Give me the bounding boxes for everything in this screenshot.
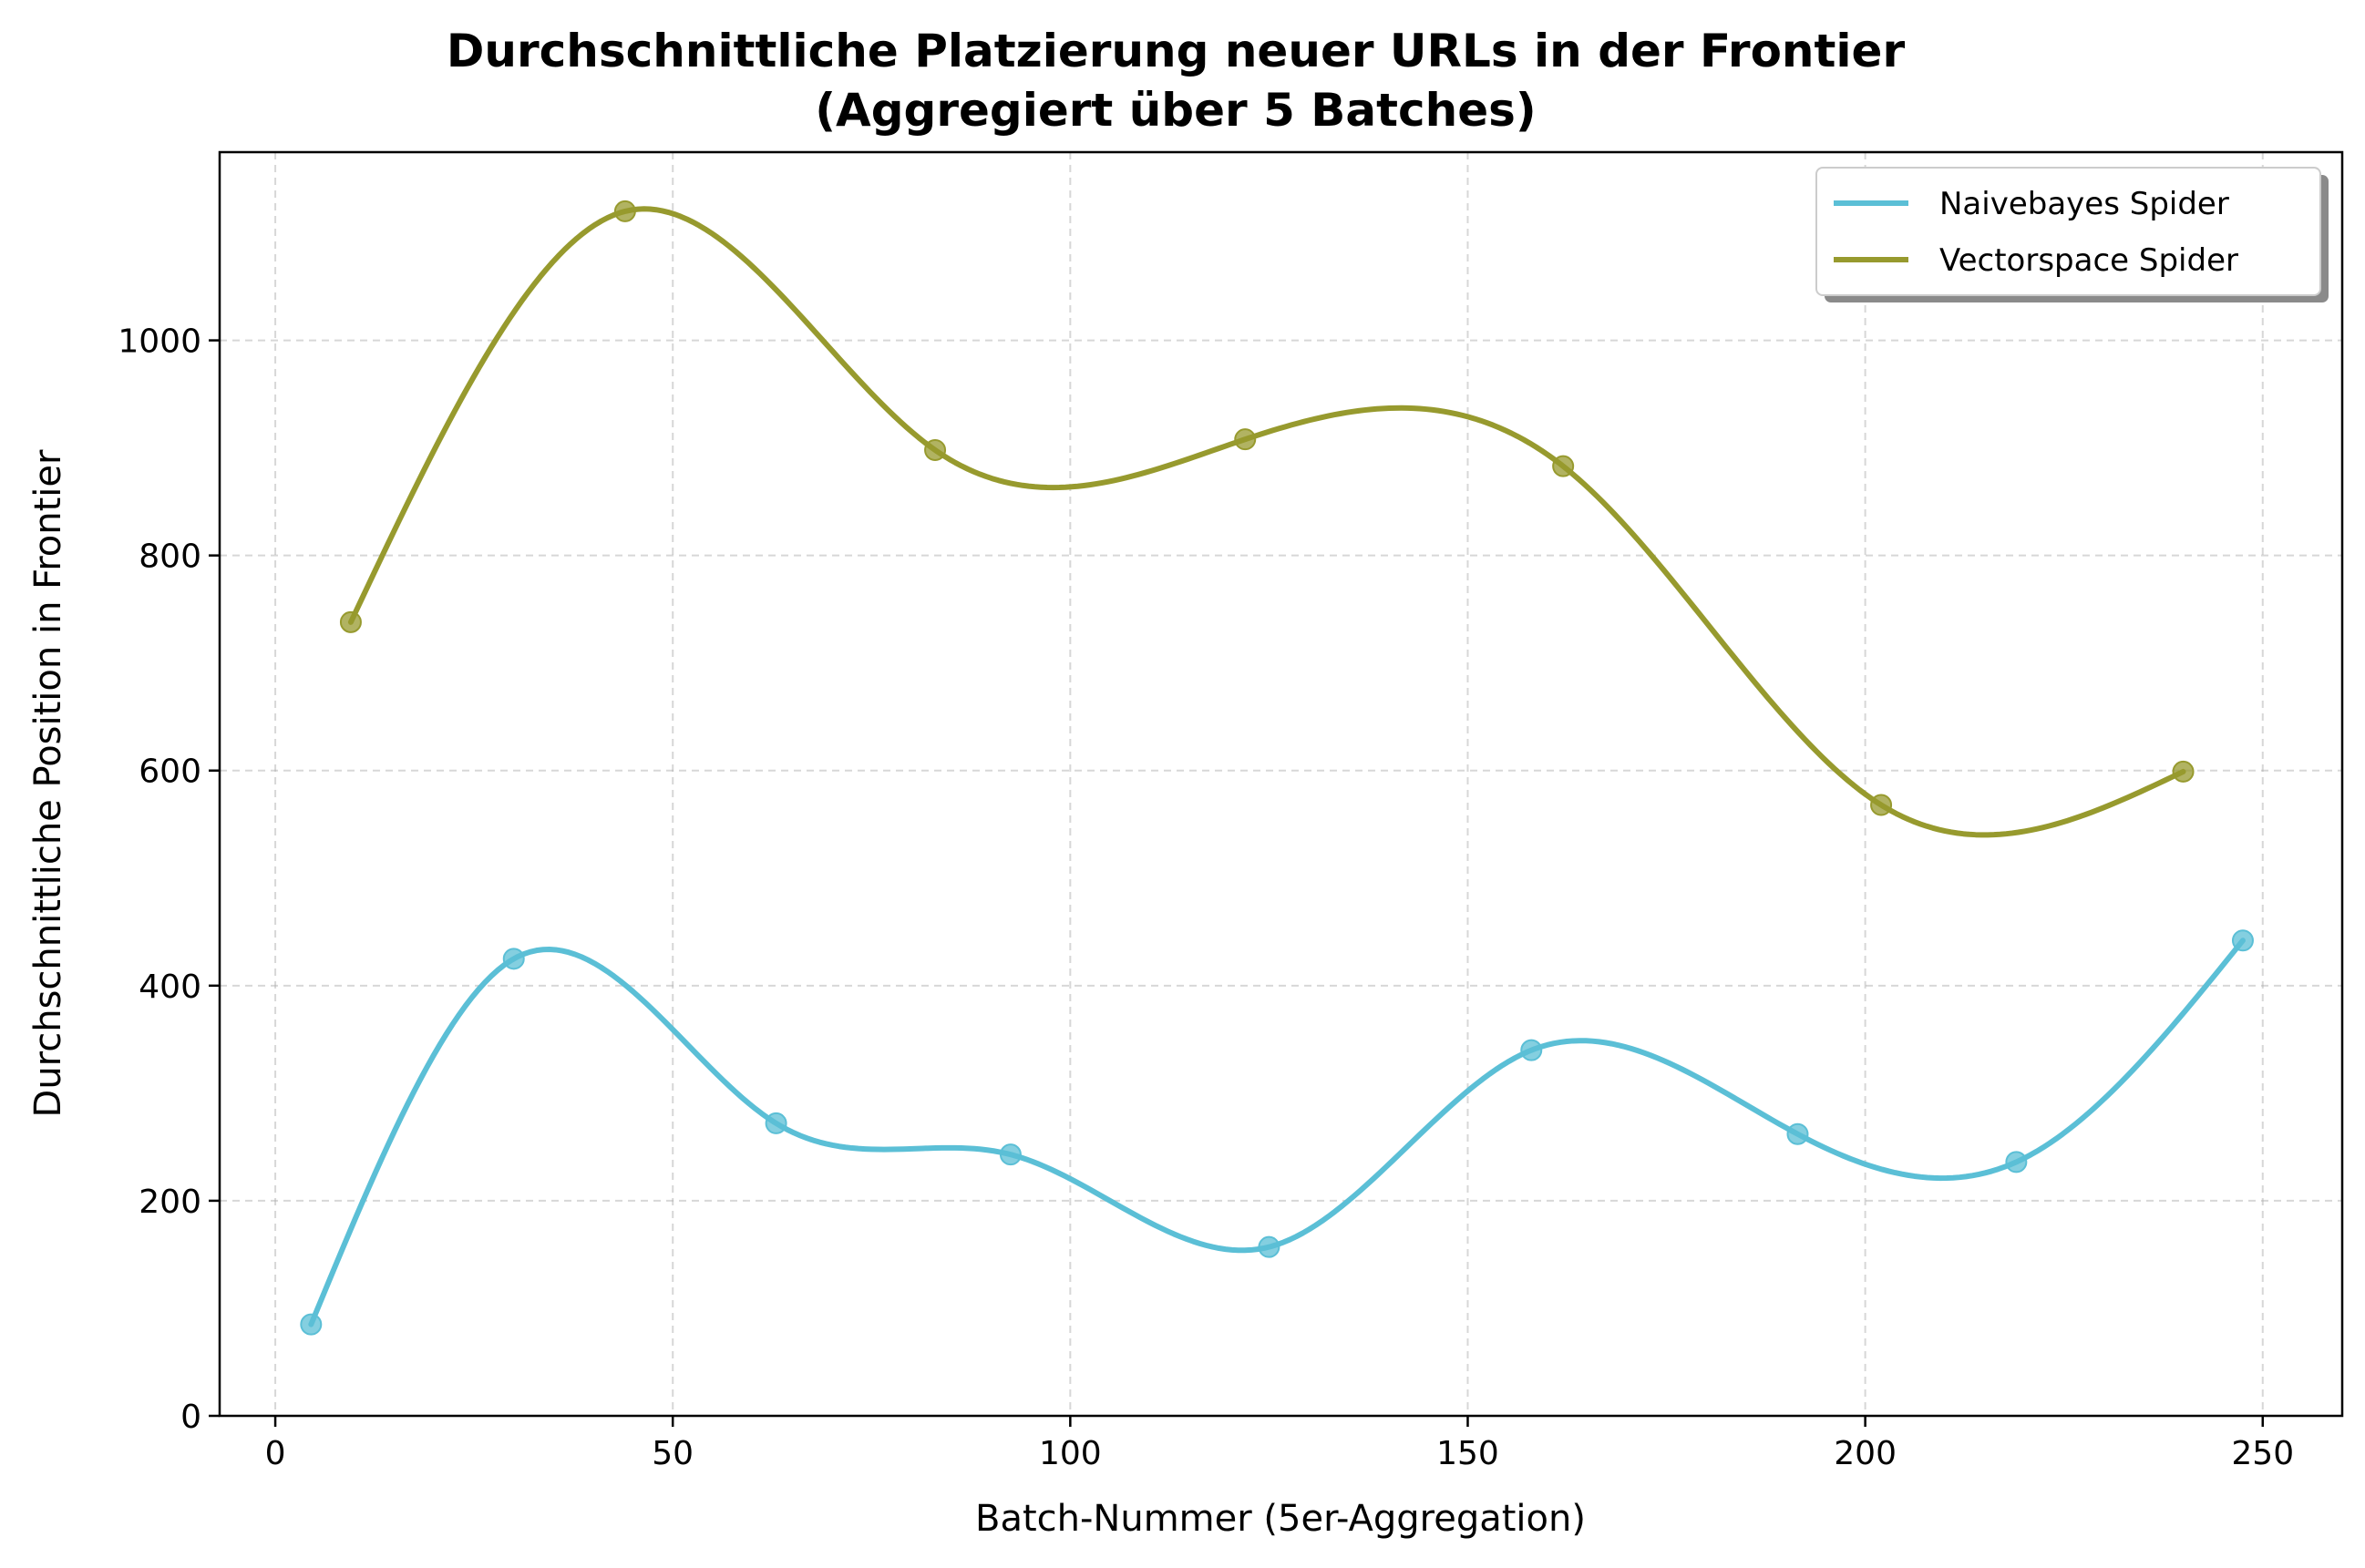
data-point-naivebayes — [999, 1143, 1022, 1166]
data-point-naivebayes — [2005, 1151, 2028, 1173]
data-point-vectorspace — [339, 610, 362, 633]
x-tick-label: 200 — [1834, 1435, 1897, 1472]
x-tick-label: 250 — [2231, 1435, 2294, 1472]
y-tick-label: 0 — [180, 1399, 201, 1436]
legend: Naivebayes Spider Vectorspace Spider — [1815, 167, 2329, 302]
data-point-vectorspace — [1870, 794, 1893, 816]
data-point-naivebayes — [502, 948, 525, 970]
data-point-naivebayes — [300, 1313, 323, 1336]
grid — [220, 152, 2342, 1417]
plot-frame — [218, 150, 2344, 1418]
chart-subtitle: (Aggregiert über 5 Batches) — [815, 84, 1537, 137]
x-axis-label: Batch-Nummer (5er-Aggregation) — [975, 1498, 1586, 1540]
x-tick-label: 0 — [265, 1435, 286, 1472]
axis-ticks: 0 50 100 150 200 250 0 200 400 600 800 1000 — [118, 323, 2294, 1472]
y-tick-label: 600 — [139, 753, 201, 791]
x-tick-label: 50 — [652, 1435, 694, 1472]
plot-series — [300, 200, 2254, 1336]
data-point-vectorspace — [1552, 455, 1575, 477]
data-point-vectorspace — [1234, 428, 1257, 451]
data-point-naivebayes — [2231, 929, 2254, 952]
legend-box — [1815, 167, 2321, 296]
legend-label-naivebayes: Naivebayes Spider — [1939, 186, 2229, 222]
y-axis-label: Durchschnittliche Position in Frontier — [27, 449, 69, 1118]
data-point-vectorspace — [2172, 760, 2195, 783]
data-point-naivebayes — [1786, 1122, 1809, 1145]
x-tick-label: 150 — [1436, 1435, 1499, 1472]
series-line-naivebayes — [308, 938, 2246, 1327]
data-point-vectorspace — [924, 438, 947, 461]
y-tick-label: 200 — [139, 1184, 201, 1221]
y-tick-label: 1000 — [118, 323, 201, 361]
data-point-vectorspace — [613, 200, 636, 222]
x-tick-label: 100 — [1039, 1435, 1102, 1472]
data-point-naivebayes — [1258, 1235, 1280, 1258]
series-line-vectorspace — [347, 206, 2186, 838]
y-tick-label: 400 — [139, 968, 201, 1006]
chart-title: Durchschnittliche Platzierung neuer URLs… — [447, 25, 1906, 77]
data-point-naivebayes — [1520, 1039, 1543, 1061]
legend-label-vectorspace: Vectorspace Spider — [1939, 242, 2238, 279]
y-tick-label: 800 — [139, 538, 201, 576]
data-point-naivebayes — [765, 1112, 787, 1134]
